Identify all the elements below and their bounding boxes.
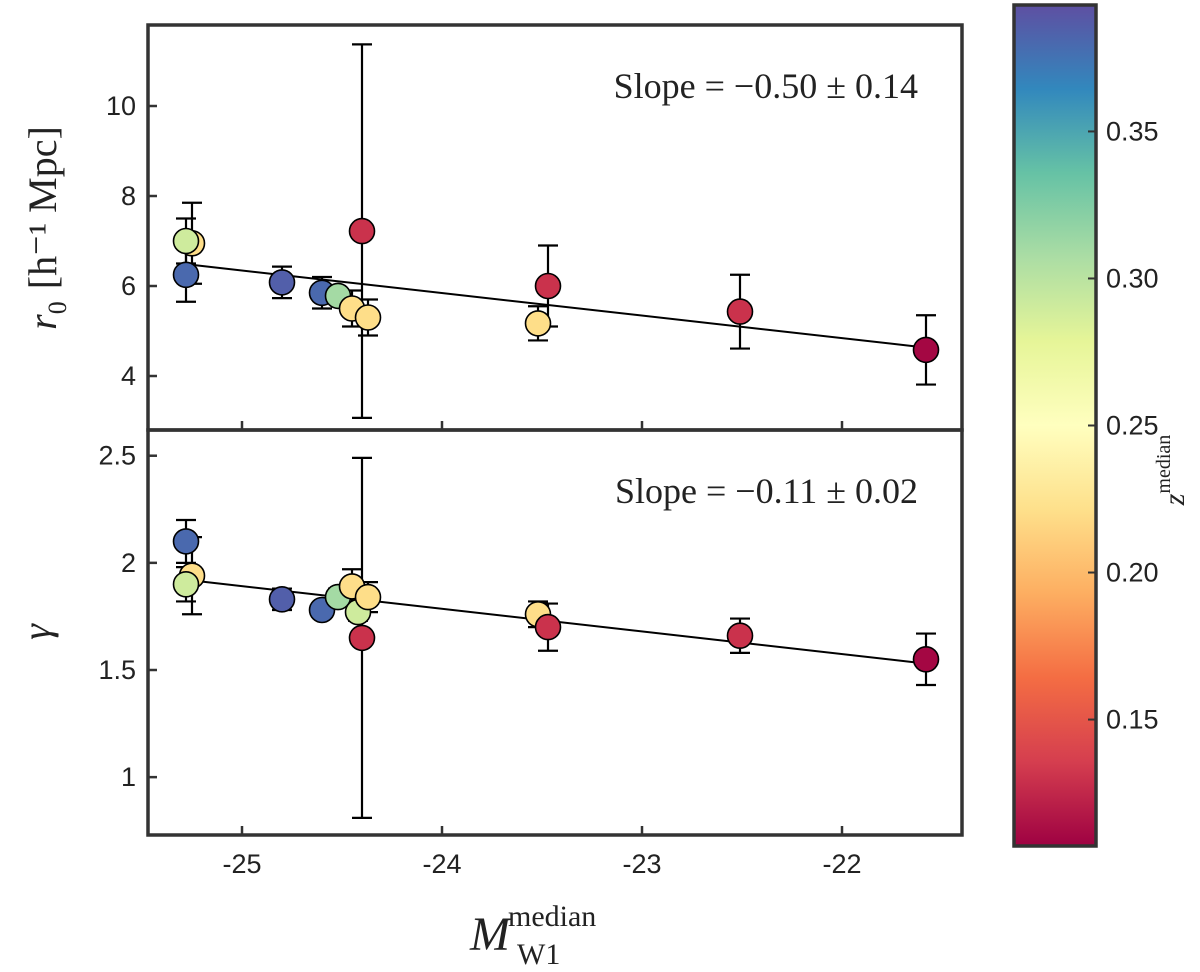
data-point <box>268 585 296 613</box>
colorbar-tick-label: 0.35 <box>1106 116 1159 146</box>
y-tick-label: 1 <box>121 762 136 792</box>
y-tick-label: 2.5 <box>98 441 136 471</box>
colorbar-label-main: z <box>1158 493 1191 506</box>
fit-line <box>187 263 927 349</box>
colorbar-label-sup: median <box>1153 435 1175 494</box>
panel-r0-marks <box>172 43 940 419</box>
data-point <box>172 528 200 555</box>
y-tick-label: 6 <box>121 271 136 301</box>
colorbar-ticks: 0.15 0.20 0.25 0.30 0.35 <box>1088 116 1159 735</box>
y-tick-label: 10 <box>106 91 136 121</box>
data-point <box>172 227 200 255</box>
panel-r0-ylabel-main: r <box>20 314 65 330</box>
panel-gamma-ylabel: γ <box>14 623 59 640</box>
data-point <box>912 336 940 364</box>
panel-r0-ylabel-sub: 0 <box>43 301 72 314</box>
colorbar-gradient <box>1014 5 1096 846</box>
y-tick-label: 4 <box>121 361 136 391</box>
panel-gamma-slope-annotation: Slope = −0.11 ± 0.02 <box>615 471 918 511</box>
colorbar-tick-label: 0.30 <box>1106 263 1159 293</box>
x-tick-label: -23 <box>622 849 661 879</box>
x-tick-label: -22 <box>822 849 861 879</box>
x-tick-label: -25 <box>222 849 261 879</box>
data-point <box>354 583 382 611</box>
data-point <box>524 310 552 337</box>
colorbar-tick-label: 0.15 <box>1106 705 1159 735</box>
panel-gamma-xticks <box>240 826 844 835</box>
x-axis-label-main: M <box>469 908 513 961</box>
x-axis-label: Mmedian <box>469 900 596 961</box>
panel-gamma-yticks: 1 1.5 2 2.5 <box>98 441 157 792</box>
panel-r0-ylabel: r0 [h⁻¹ Mpc] <box>20 126 72 330</box>
colorbar-tick-label: 0.20 <box>1106 558 1159 588</box>
panel-r0-ylabel-unit: [h⁻¹ Mpc] <box>20 126 65 289</box>
panel-r0-yticks: 4 6 8 10 <box>106 91 157 391</box>
data-point <box>354 304 382 331</box>
x-tick-labels: -25 -24 -23 -22 <box>222 849 861 879</box>
colorbar-label: zmedian <box>1153 435 1191 507</box>
data-point <box>534 613 562 641</box>
data-point <box>348 624 376 652</box>
panel-r0: 4 6 8 10 Slope = −0.50 ± 0.14 <box>106 23 964 432</box>
colorbar-tick-label: 0.25 <box>1106 411 1159 441</box>
panel-gamma-frame <box>146 428 964 837</box>
y-tick-label: 1.5 <box>98 655 136 685</box>
panel-gamma: 1 1.5 2 2.5 Slope = −0.11 ± 0.02 <box>98 428 964 837</box>
data-point <box>172 261 200 289</box>
x-axis-label-sup: median <box>508 900 596 933</box>
x-tick-label: -24 <box>422 849 461 879</box>
data-point <box>912 645 940 673</box>
data-point <box>172 570 200 598</box>
data-point <box>726 298 754 325</box>
x-axis-label-subscript: W1 <box>517 938 560 971</box>
data-point <box>726 622 754 650</box>
y-tick-label: 2 <box>121 548 136 578</box>
panel-r0-slope-annotation: Slope = −0.50 ± 0.14 <box>614 66 918 106</box>
data-point <box>348 217 376 245</box>
y-tick-label: 8 <box>121 181 136 211</box>
panel-gamma-marks <box>172 456 940 819</box>
colorbar: 0.15 0.20 0.25 0.30 0.35 zmedian <box>1012 3 1191 848</box>
data-point <box>534 272 562 300</box>
data-point <box>268 269 296 296</box>
